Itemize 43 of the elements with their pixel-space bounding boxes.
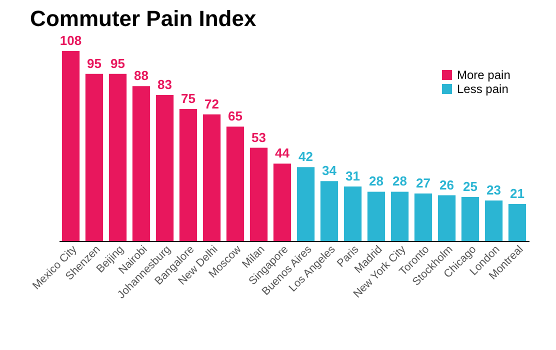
data-label: 28 <box>369 174 384 189</box>
data-label: 95 <box>110 56 125 71</box>
legend-label: More pain <box>457 68 510 82</box>
bar <box>484 200 503 241</box>
bar <box>202 114 221 241</box>
data-label: 21 <box>510 186 524 202</box>
bar <box>508 204 526 241</box>
bar <box>250 148 268 241</box>
bar <box>62 51 80 241</box>
legend-label: Less pain <box>457 82 508 96</box>
data-label: 31 <box>346 168 360 184</box>
chart-title: Commuter Pain Index <box>30 6 257 31</box>
data-label: 44 <box>275 146 290 161</box>
bar <box>344 186 362 241</box>
bar <box>414 194 432 241</box>
bar <box>320 181 338 241</box>
data-label: 23 <box>486 182 501 198</box>
data-label: 75 <box>181 91 196 106</box>
bar <box>296 167 315 241</box>
data-label: 72 <box>204 96 219 112</box>
data-label: 42 <box>298 149 313 164</box>
bar <box>108 74 127 241</box>
data-label: 65 <box>228 108 242 124</box>
data-label: 83 <box>158 76 172 92</box>
bar <box>367 192 386 241</box>
bar <box>156 94 174 241</box>
data-label: 34 <box>322 163 338 178</box>
data-label: 95 <box>87 56 102 71</box>
bar <box>461 197 480 241</box>
data-label: 25 <box>463 179 478 194</box>
bar <box>273 164 292 241</box>
bar <box>390 192 409 241</box>
bar <box>179 109 198 241</box>
bar <box>438 195 456 241</box>
data-label: 108 <box>60 33 82 48</box>
data-label: 27 <box>416 176 430 190</box>
data-label: 53 <box>252 130 266 145</box>
data-label: 28 <box>392 174 407 189</box>
data-label: 88 <box>134 68 148 84</box>
bar <box>85 74 104 241</box>
data-label: 26 <box>440 177 454 192</box>
bar <box>226 126 244 241</box>
bar <box>132 86 150 241</box>
